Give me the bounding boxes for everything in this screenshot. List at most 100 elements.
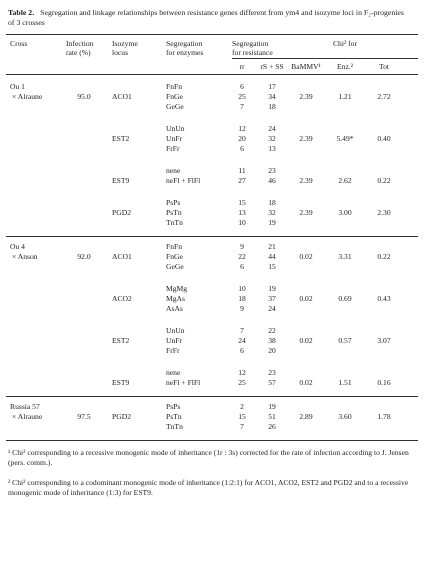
count-rr: 7 — [240, 326, 244, 335]
chi-bammv: 0.02 — [299, 294, 313, 303]
enzyme-genotype: MgMg — [166, 284, 188, 293]
count-rs-ss: 23 — [268, 166, 276, 175]
title-text: Segregation and linkage relationships be… — [8, 8, 404, 27]
rule — [6, 440, 418, 441]
enzyme-genotype: PsPs — [166, 402, 181, 411]
cross-name: Russia 57 — [10, 402, 40, 411]
count-rs-ss: 22 — [268, 326, 276, 335]
cross-name: Ou 4 — [10, 242, 25, 251]
enzyme-genotype: UnUn — [166, 326, 185, 335]
chi-tot: 0.43 — [377, 294, 391, 303]
count-rr: 9 — [240, 304, 244, 313]
count-rr: 10 — [238, 284, 246, 293]
rule — [6, 74, 418, 75]
enzyme-genotype: nene — [166, 368, 181, 377]
chi-enz: 5.49* — [336, 134, 354, 143]
enzyme-genotype: PsTn — [166, 208, 182, 217]
header-infection: rate (%) — [66, 48, 91, 57]
count-rs-ss: 13 — [268, 144, 276, 153]
footnote: ² Chi² corresponding to a codominant mon… — [8, 478, 409, 497]
cross-name: × Alraune — [12, 412, 43, 421]
count-rr: 7 — [240, 422, 244, 431]
enzyme-genotype: UnFr — [166, 134, 183, 143]
chi-tot: 2.72 — [377, 92, 391, 101]
count-rs-ss: 19 — [268, 218, 276, 227]
chi-enz: 3.31 — [338, 252, 352, 261]
isozyme-locus: ACO2 — [112, 294, 132, 303]
count-rs-ss: 37 — [268, 294, 276, 303]
count-rr: 10 — [238, 218, 246, 227]
header-seg-enz: for enzymes — [166, 48, 204, 57]
header-infection: Infection — [66, 39, 94, 48]
count-rr: 6 — [240, 82, 244, 91]
enzyme-genotype: nene — [166, 166, 181, 175]
header-rs: rS + SS — [260, 62, 284, 71]
chi-enz: 1.21 — [338, 92, 352, 101]
isozyme-locus: EST2 — [112, 336, 130, 345]
count-rr: 15 — [238, 198, 246, 207]
count-rr: 12 — [238, 368, 246, 377]
chi-enz: 0.69 — [338, 294, 352, 303]
count-rs-ss: 51 — [268, 412, 276, 421]
count-rr: 22 — [238, 252, 246, 261]
count-rr: 18 — [238, 294, 246, 303]
count-rs-ss: 18 — [268, 102, 276, 111]
isozyme-locus: ACO1 — [112, 252, 132, 261]
count-rr: 24 — [238, 336, 246, 345]
chi-tot: 1.78 — [377, 412, 391, 421]
chi-enz: 1.51 — [338, 378, 352, 387]
count-rs-ss: 38 — [268, 336, 276, 345]
count-rr: 12 — [238, 124, 246, 133]
count-rr: 6 — [240, 262, 244, 271]
title-label: Table 2. — [8, 8, 35, 17]
chi-enz: 2.62 — [338, 176, 352, 185]
enzyme-genotype: FrFr — [166, 144, 180, 153]
header-rr: rr — [239, 62, 245, 71]
header-enz: Enz.² — [337, 62, 353, 71]
enzyme-genotype: FrFr — [166, 346, 180, 355]
count-rs-ss: 15 — [268, 262, 276, 271]
count-rr: 9 — [240, 242, 244, 251]
count-rs-ss: 21 — [268, 242, 276, 251]
header-chi: Chi² for — [332, 39, 358, 48]
enzyme-genotype: TnTn — [166, 422, 183, 431]
count-rr: 11 — [238, 166, 246, 175]
count-rs-ss: 19 — [268, 284, 276, 293]
infection-rate: 95.0 — [77, 92, 91, 101]
cross-name: × Alraune — [12, 92, 43, 101]
count-rr: 6 — [240, 144, 244, 153]
enzyme-genotype: GeGe — [166, 262, 184, 271]
chi-bammv: 2.39 — [299, 176, 313, 185]
chi-tot: 3.07 — [377, 336, 391, 345]
enzyme-genotype: FnGe — [166, 252, 183, 261]
enzyme-genotype: neFl + FlFl — [166, 176, 201, 185]
count-rs-ss: 34 — [268, 92, 276, 101]
count-rs-ss: 32 — [268, 134, 276, 143]
count-rr: 13 — [238, 208, 246, 217]
enzyme-genotype: PsPs — [166, 198, 181, 207]
rule — [6, 236, 418, 237]
chi-bammv: 0.02 — [299, 252, 313, 261]
count-rs-ss: 18 — [268, 198, 276, 207]
count-rr: 27 — [238, 176, 246, 185]
count-rs-ss: 32 — [268, 208, 276, 217]
header-cross: Cross — [10, 39, 28, 48]
enzyme-genotype: GeGe — [166, 102, 184, 111]
count-rr: 7 — [240, 102, 244, 111]
enzyme-genotype: FnGe — [166, 92, 183, 101]
count-rs-ss: 19 — [268, 402, 276, 411]
enzyme-genotype: FnFn — [166, 82, 183, 91]
isozyme-locus: PGD2 — [112, 412, 131, 421]
count-rs-ss: 44 — [268, 252, 276, 261]
chi-tot: 0.16 — [377, 378, 391, 387]
isozyme-locus: EST9 — [112, 176, 130, 185]
footnote: ¹ Chi² corresponding to a recessive mono… — [8, 448, 409, 467]
chi-enz: 0.57 — [338, 336, 352, 345]
chi-bammv: 0.02 — [299, 336, 313, 345]
header-locus: Isozyme — [112, 39, 138, 48]
count-rs-ss: 26 — [268, 422, 276, 431]
count-rs-ss: 57 — [268, 378, 276, 387]
chi-bammv: 2.39 — [299, 92, 313, 101]
enzyme-genotype: FnFn — [166, 242, 183, 251]
count-rr: 15 — [238, 412, 246, 421]
